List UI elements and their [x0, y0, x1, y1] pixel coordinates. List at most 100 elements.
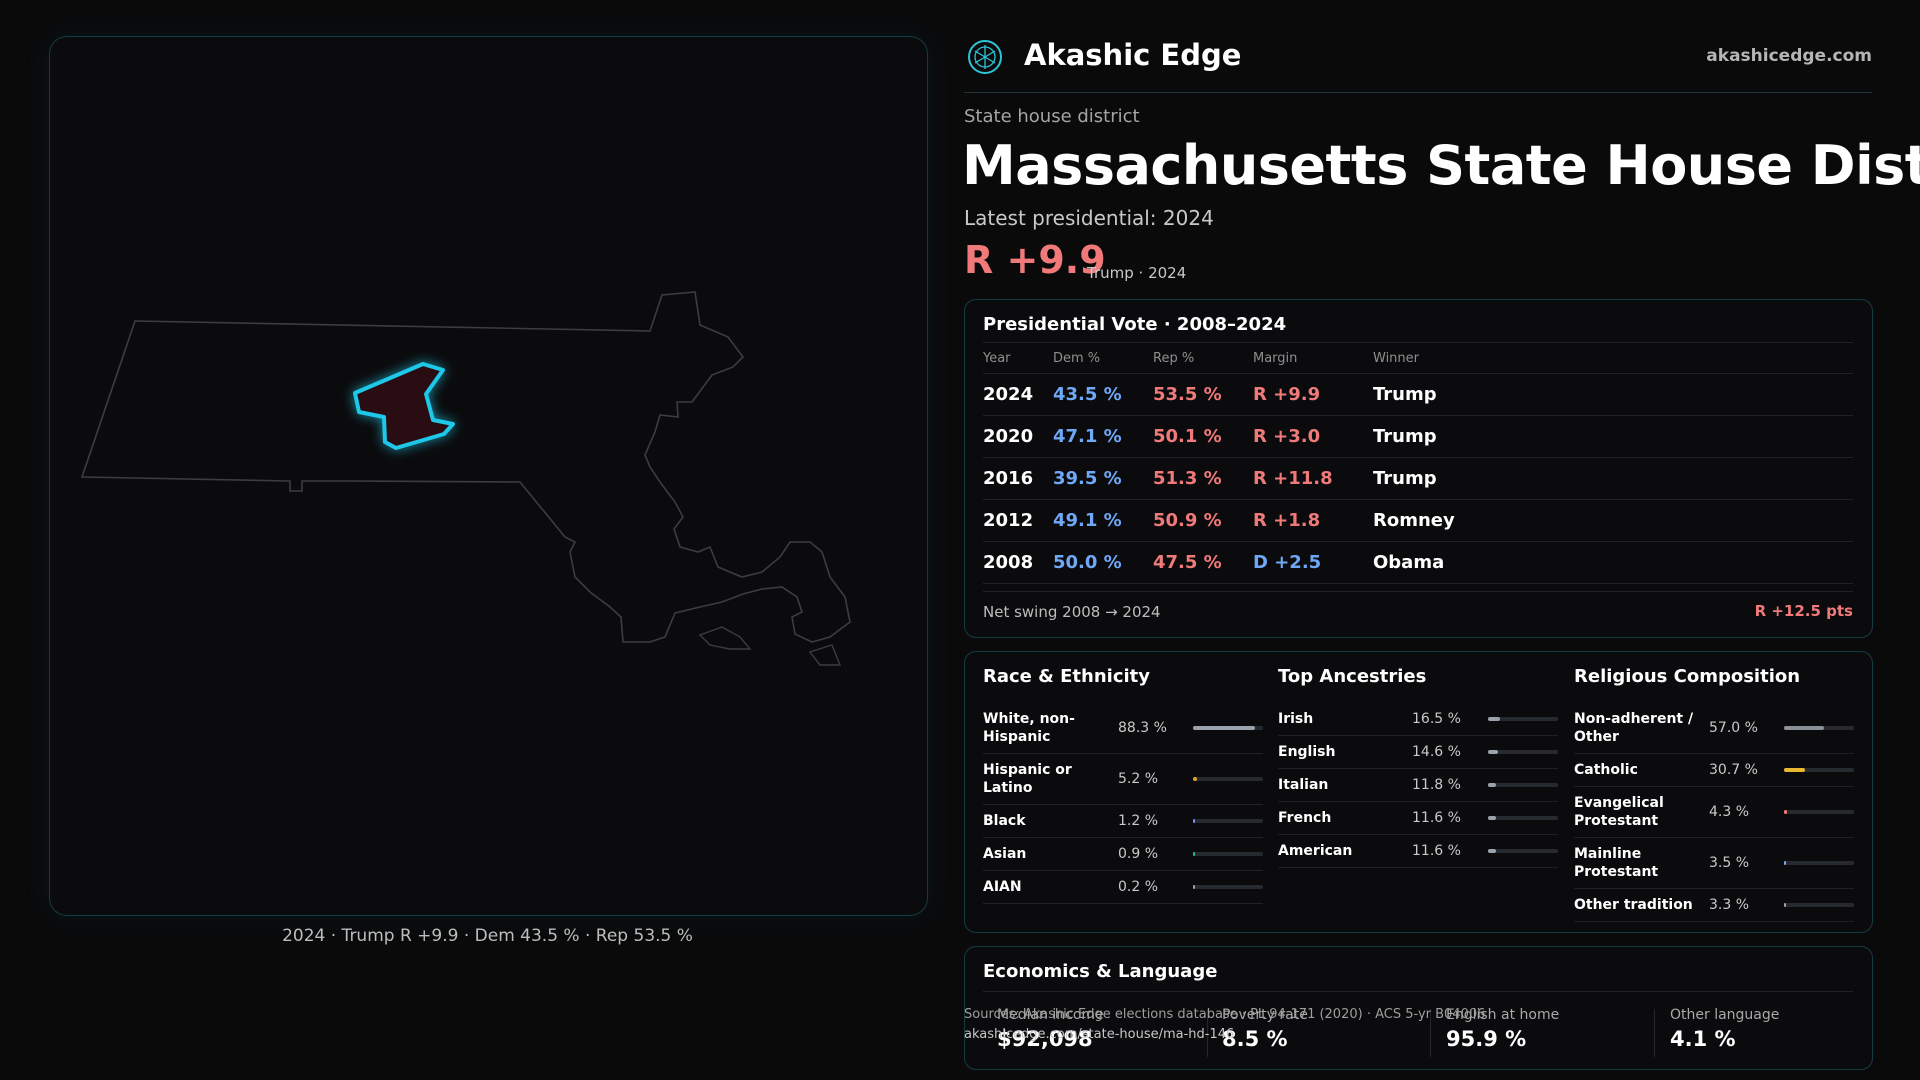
- religion-label: Evangelical Protestant: [1574, 795, 1664, 829]
- district-map[interactable]: [49, 36, 928, 916]
- cell-rep: 53.5 %: [1153, 384, 1222, 405]
- table-row: 2012 49.1 % 50.9 % R +1.8 Romney: [983, 499, 1853, 541]
- metric-label: Other language: [1670, 1007, 1780, 1023]
- race-bar-fill: [1193, 777, 1197, 781]
- cell-dem: 49.1 %: [1053, 510, 1122, 531]
- cell-year: 2008: [983, 552, 1034, 573]
- religion-bar-fill: [1784, 861, 1787, 865]
- metric-other-language: Other language 4.1 %: [1670, 1007, 1779, 1051]
- ancestry-row: French 11.6 %: [1278, 802, 1558, 835]
- cell-winner: Romney: [1373, 510, 1455, 531]
- ancestry-row: American 11.6 %: [1278, 835, 1558, 868]
- religion-bar-fill: [1784, 903, 1787, 907]
- cell-margin: R +9.9: [1253, 384, 1321, 405]
- religion-row: Catholic 30.7 %: [1574, 754, 1854, 787]
- ancestry-column: Top Ancestries Irish 16.5 % English 14.6 % I…: [1278, 666, 1558, 868]
- ancestry-bar-track: [1488, 717, 1558, 721]
- latest-margin: R +9.9: [964, 238, 1106, 282]
- religion-label: Other tradition: [1574, 897, 1693, 913]
- cell-winner: Trump: [1373, 468, 1437, 489]
- race-percent: 0.2 %: [1118, 879, 1159, 895]
- akashic-logo-icon[interactable]: [967, 39, 1003, 75]
- cell-winner: Trump: [1373, 384, 1437, 405]
- table-row: 2024 43.5 % 53.5 % R +9.9 Trump: [983, 373, 1853, 415]
- religion-label: Mainline Protestant: [1574, 846, 1659, 880]
- metric-value: 8.5 %: [1222, 1027, 1288, 1051]
- brand-name[interactable]: Akashic Edge: [1024, 38, 1242, 72]
- table-header: Year Dem % Rep % Margin Winner: [983, 342, 1853, 373]
- ancestry-bar-track: [1488, 849, 1558, 853]
- divider: [1654, 1009, 1655, 1057]
- col-margin: Margin: [1253, 351, 1298, 366]
- religion-row: Evangelical Protestant 4.3 %: [1574, 787, 1854, 838]
- cell-rep: 50.9 %: [1153, 510, 1222, 531]
- metric-label: Median income: [997, 1007, 1104, 1023]
- metric-median-income: Median income $92,098: [997, 1007, 1104, 1051]
- religion-bar-track: [1784, 768, 1854, 772]
- race-percent: 5.2 %: [1118, 771, 1159, 787]
- race-percent: 0.9 %: [1118, 846, 1159, 862]
- table-row: 2016 39.5 % 51.3 % R +11.8 Trump: [983, 457, 1853, 499]
- cell-rep: 51.3 %: [1153, 468, 1222, 489]
- col-rep: Rep %: [1153, 351, 1195, 366]
- ancestry-bar-fill: [1488, 750, 1499, 754]
- ancestry-label: English: [1278, 744, 1336, 760]
- religion-percent: 4.3 %: [1709, 804, 1750, 820]
- ancestry-label: Italian: [1278, 777, 1329, 793]
- net-swing-value: R +12.5 pts: [1754, 602, 1853, 620]
- race-row: Asian 0.9 %: [983, 838, 1263, 871]
- cell-dem: 47.1 %: [1053, 426, 1122, 447]
- religion-column: Religious Composition Non-adherent / Oth…: [1574, 666, 1854, 922]
- cell-margin: R +1.8: [1253, 510, 1321, 531]
- ancestry-percent: 11.8 %: [1412, 777, 1461, 793]
- metric-value: 4.1 %: [1670, 1027, 1736, 1051]
- religion-percent: 3.5 %: [1709, 855, 1750, 871]
- religion-row: Other tradition 3.3 %: [1574, 889, 1854, 922]
- ancestry-label: American: [1278, 843, 1353, 859]
- site-link[interactable]: akashicedge.com: [1706, 46, 1872, 66]
- race-label: Black: [983, 813, 1026, 829]
- race-bar-fill: [1193, 885, 1195, 889]
- religion-bar-track: [1784, 861, 1854, 865]
- race-bar-fill: [1193, 819, 1195, 823]
- ancestry-bar-track: [1488, 750, 1558, 754]
- district-shape: [353, 362, 455, 450]
- religion-title: Religious Composition: [1574, 666, 1801, 687]
- latest-margin-sub: Trump · 2024: [1087, 264, 1187, 282]
- metric-value: $92,098: [997, 1027, 1093, 1051]
- race-row: AIAN 0.2 %: [983, 871, 1263, 904]
- table-row: 2020 47.1 % 50.1 % R +3.0 Trump: [983, 415, 1853, 457]
- table-row: 2008 50.0 % 47.5 % D +2.5 Obama: [983, 541, 1853, 584]
- ancestry-percent: 11.6 %: [1412, 810, 1461, 826]
- cell-winner: Trump: [1373, 426, 1437, 447]
- race-percent: 1.2 %: [1118, 813, 1159, 829]
- col-winner: Winner: [1373, 351, 1420, 366]
- cell-year: 2024: [983, 384, 1034, 405]
- race-bar-fill: [1193, 852, 1195, 856]
- religion-label: Non-adherent / Other: [1574, 711, 1694, 745]
- card-title: Presidential Vote · 2008–2024: [983, 314, 1287, 335]
- ancestry-percent: 16.5 %: [1412, 711, 1461, 727]
- race-label: White, non-Hispanic: [983, 711, 1075, 745]
- religion-bar-track: [1784, 810, 1854, 814]
- ancestry-bar-fill: [1488, 717, 1500, 721]
- cell-year: 2016: [983, 468, 1034, 489]
- race-row: Black 1.2 %: [983, 805, 1263, 838]
- religion-percent: 3.3 %: [1709, 897, 1750, 913]
- map-caption: 2024 · Trump R +9.9 · Dem 43.5 % · Rep 5…: [282, 926, 693, 946]
- religion-bar-fill: [1784, 768, 1806, 772]
- ancestry-label: Irish: [1278, 711, 1314, 727]
- ancestry-bar-fill: [1488, 816, 1497, 820]
- race-row: Hispanic or Latino 5.2 %: [983, 754, 1263, 805]
- vote-table: Year Dem % Rep % Margin Winner 2024 43.5…: [983, 342, 1853, 584]
- page-title: Massachusetts State House District 146: [962, 134, 1920, 197]
- ancestry-percent: 11.6 %: [1412, 843, 1461, 859]
- religion-label: Catholic: [1574, 762, 1638, 778]
- race-label: AIAN: [983, 879, 1022, 895]
- race-title: Race & Ethnicity: [983, 666, 1150, 687]
- ancestry-label: French: [1278, 810, 1332, 826]
- ancestry-row: Irish 16.5 %: [1278, 703, 1558, 736]
- ancestry-bar-fill: [1488, 849, 1497, 853]
- sources-url[interactable]: akashicedge.com/state-house/ma-hd-146: [964, 1027, 1235, 1042]
- cell-dem: 39.5 %: [1053, 468, 1122, 489]
